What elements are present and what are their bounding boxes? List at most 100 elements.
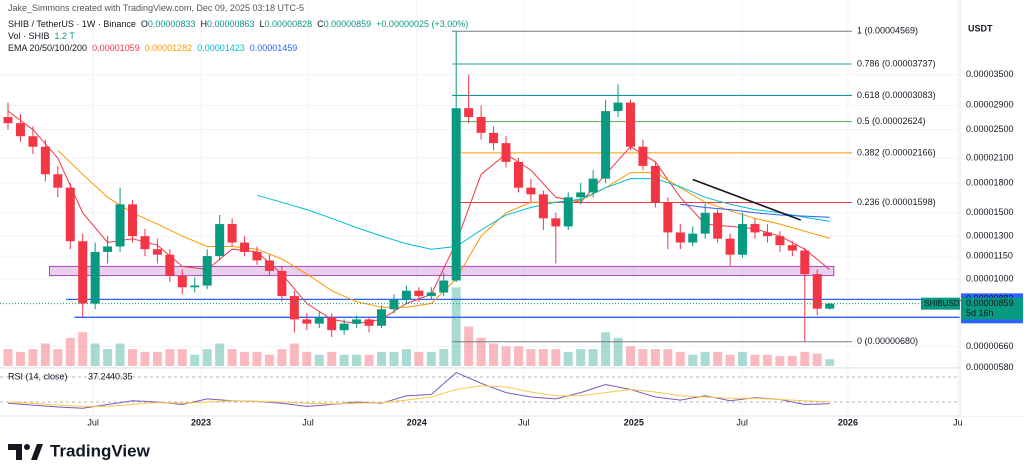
fib-label: 0.236 (0.00001598) <box>857 197 936 207</box>
volume-bar <box>401 349 411 366</box>
candle-body <box>650 165 660 203</box>
y-tick-label: 0.00001800 <box>966 177 1014 187</box>
volume-bar <box>538 349 548 366</box>
candle-body <box>426 292 436 297</box>
candle-body <box>115 204 125 247</box>
ema-value: 0.00001059 <box>92 43 140 53</box>
volume-bar <box>140 351 150 366</box>
candle-body <box>302 319 312 324</box>
volume-bar <box>414 351 424 366</box>
volume-bar <box>713 351 723 366</box>
candle-body <box>825 303 835 309</box>
volume-bar <box>613 337 623 366</box>
rsi-title: RSI (14, close) <box>8 371 68 381</box>
candle-body <box>713 212 723 239</box>
volume-bar <box>78 332 88 366</box>
candle-body <box>601 111 611 179</box>
candle-body <box>538 194 548 219</box>
volume-bar <box>128 349 138 366</box>
price-box <box>961 297 1023 320</box>
zone <box>49 265 835 277</box>
candle-body <box>526 187 536 195</box>
ema-value: 0.00001282 <box>144 43 193 53</box>
ohlc-value: 0.00000863 <box>206 19 255 29</box>
volume-bar <box>28 349 38 366</box>
currency-label: USDT <box>968 23 993 33</box>
rsi-value: 37.24 <box>88 371 111 381</box>
candle-body <box>252 251 262 261</box>
candle-body <box>339 323 349 331</box>
candle-body <box>812 274 822 309</box>
volume-bar <box>439 349 449 366</box>
ohlc-key: L <box>259 19 265 29</box>
volume-bar <box>377 351 387 366</box>
ohlc-item: O0.00000833 <box>141 18 196 30</box>
candle-body <box>762 232 772 237</box>
volume-bar <box>576 349 586 366</box>
candle-body <box>227 224 237 243</box>
volume-bar <box>190 354 200 366</box>
candle-body <box>352 319 362 324</box>
candle-body <box>588 178 598 193</box>
volume-bar <box>787 355 797 366</box>
fib-label: 0.382 (0.00002166) <box>857 147 936 157</box>
volume-bar <box>339 354 349 366</box>
volume-bar <box>663 349 673 366</box>
volume-bar <box>302 351 312 366</box>
y-tick-label: 0.00002100 <box>966 152 1014 162</box>
candle-body <box>103 246 113 252</box>
candle-body <box>389 299 399 310</box>
y-tick-label: 0.00001150 <box>966 250 1013 260</box>
x-tick-label: Ju <box>953 417 963 427</box>
x-tick-label: 2024 <box>407 417 427 427</box>
candle-body <box>513 161 523 188</box>
candle-body <box>700 212 710 234</box>
price-axis-bg <box>960 0 1024 416</box>
x-tick-label: 2025 <box>624 417 644 427</box>
y-tick-label: 0.00002500 <box>966 124 1014 134</box>
volume-bar <box>327 351 337 366</box>
candle-body <box>563 197 573 227</box>
trend-line <box>692 178 801 221</box>
x-tick-label: Jul <box>87 417 99 427</box>
volume-bar <box>90 343 100 366</box>
candle-body <box>775 236 785 246</box>
volume-bar <box>513 346 523 366</box>
volume-bar <box>264 354 274 366</box>
volume-bar <box>675 351 685 366</box>
volume-bar <box>277 349 287 366</box>
candle-body <box>53 174 63 188</box>
candle-body <box>439 280 449 293</box>
volume-bar <box>800 351 810 366</box>
volume-row: Vol · SHIB 1.2 T <box>8 30 468 42</box>
ohlc-value: 0.00000833 <box>147 19 196 29</box>
ohlc-key: C <box>317 19 324 29</box>
candle-body <box>277 270 287 297</box>
volume-bar <box>65 337 75 366</box>
candle-body <box>28 136 38 147</box>
volume-bar <box>501 346 511 366</box>
candle-body <box>625 102 635 147</box>
x-tick-label: Jul <box>302 417 314 427</box>
ohlc-item: C0.00000859 <box>317 18 371 30</box>
candle-body <box>800 250 810 275</box>
candle-body <box>551 218 561 227</box>
candle-body <box>489 132 499 144</box>
volume-bar <box>638 349 648 366</box>
volume-bar <box>588 349 598 366</box>
ohlc-item: H0.00000863 <box>200 18 254 30</box>
volume-bar <box>489 343 499 366</box>
y-tick-label: 0.00001300 <box>966 231 1014 241</box>
y-tick-label: 0.00000580 <box>966 362 1014 372</box>
candle-body <box>90 251 100 304</box>
volume-bar <box>115 343 125 366</box>
volume-bar <box>464 326 474 366</box>
volume-bar <box>364 354 374 366</box>
candle-body <box>414 290 424 297</box>
volume-bar <box>650 349 660 366</box>
rsi-line <box>7 385 830 407</box>
volume-bar <box>738 351 748 366</box>
volume-bar <box>551 349 561 366</box>
